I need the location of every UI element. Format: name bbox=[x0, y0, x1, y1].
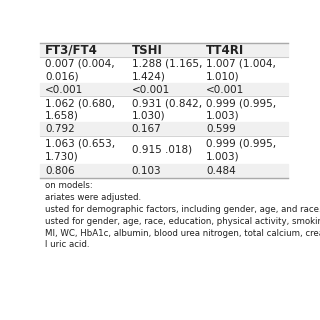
Bar bbox=[40, 164, 288, 178]
Bar bbox=[40, 83, 288, 96]
Text: 0.915 .018): 0.915 .018) bbox=[132, 145, 192, 155]
Text: 0.792: 0.792 bbox=[45, 124, 75, 134]
Text: 1.063 (0.653,
1.730): 1.063 (0.653, 1.730) bbox=[45, 139, 115, 161]
Text: 1.288 (1.165,
1.424): 1.288 (1.165, 1.424) bbox=[132, 59, 202, 81]
Text: 0.007 (0.004,
0.016): 0.007 (0.004, 0.016) bbox=[45, 59, 115, 81]
Bar bbox=[40, 57, 288, 83]
Text: on models:: on models: bbox=[45, 181, 93, 190]
Bar bbox=[40, 122, 288, 136]
Text: TSHI: TSHI bbox=[132, 44, 163, 57]
Bar bbox=[40, 136, 288, 164]
Text: FT3/FT4: FT3/FT4 bbox=[45, 44, 98, 57]
Text: usted for demographic factors, including gender, age, and race.: usted for demographic factors, including… bbox=[45, 205, 320, 214]
Text: l uric acid.: l uric acid. bbox=[45, 240, 90, 250]
Text: <0.001: <0.001 bbox=[206, 84, 244, 94]
Text: 0.806: 0.806 bbox=[45, 166, 75, 176]
Text: MI, WC, HbA1c, albumin, blood urea nitrogen, total calcium, creatir: MI, WC, HbA1c, albumin, blood urea nitro… bbox=[45, 228, 320, 238]
Text: 0.999 (0.995,
1.003): 0.999 (0.995, 1.003) bbox=[206, 98, 276, 120]
Text: 0.484: 0.484 bbox=[206, 166, 236, 176]
Text: 0.167: 0.167 bbox=[132, 124, 162, 134]
Text: 0.931 (0.842,
1.030): 0.931 (0.842, 1.030) bbox=[132, 98, 202, 120]
Text: <0.001: <0.001 bbox=[45, 84, 83, 94]
Text: usted for gender, age, race, education, physical activity, smoking b: usted for gender, age, race, education, … bbox=[45, 217, 320, 226]
Text: 0.999 (0.995,
1.003): 0.999 (0.995, 1.003) bbox=[206, 139, 276, 161]
Bar bbox=[40, 96, 288, 122]
Text: <0.001: <0.001 bbox=[132, 84, 170, 94]
Text: TT4RI: TT4RI bbox=[206, 44, 244, 57]
Text: 1.062 (0.680,
1.658): 1.062 (0.680, 1.658) bbox=[45, 98, 115, 120]
Text: 0.103: 0.103 bbox=[132, 166, 161, 176]
Bar bbox=[40, 43, 288, 57]
Text: 0.599: 0.599 bbox=[206, 124, 236, 134]
Text: 1.007 (1.004,
1.010): 1.007 (1.004, 1.010) bbox=[206, 59, 276, 81]
Text: ariates were adjusted.: ariates were adjusted. bbox=[45, 193, 141, 202]
